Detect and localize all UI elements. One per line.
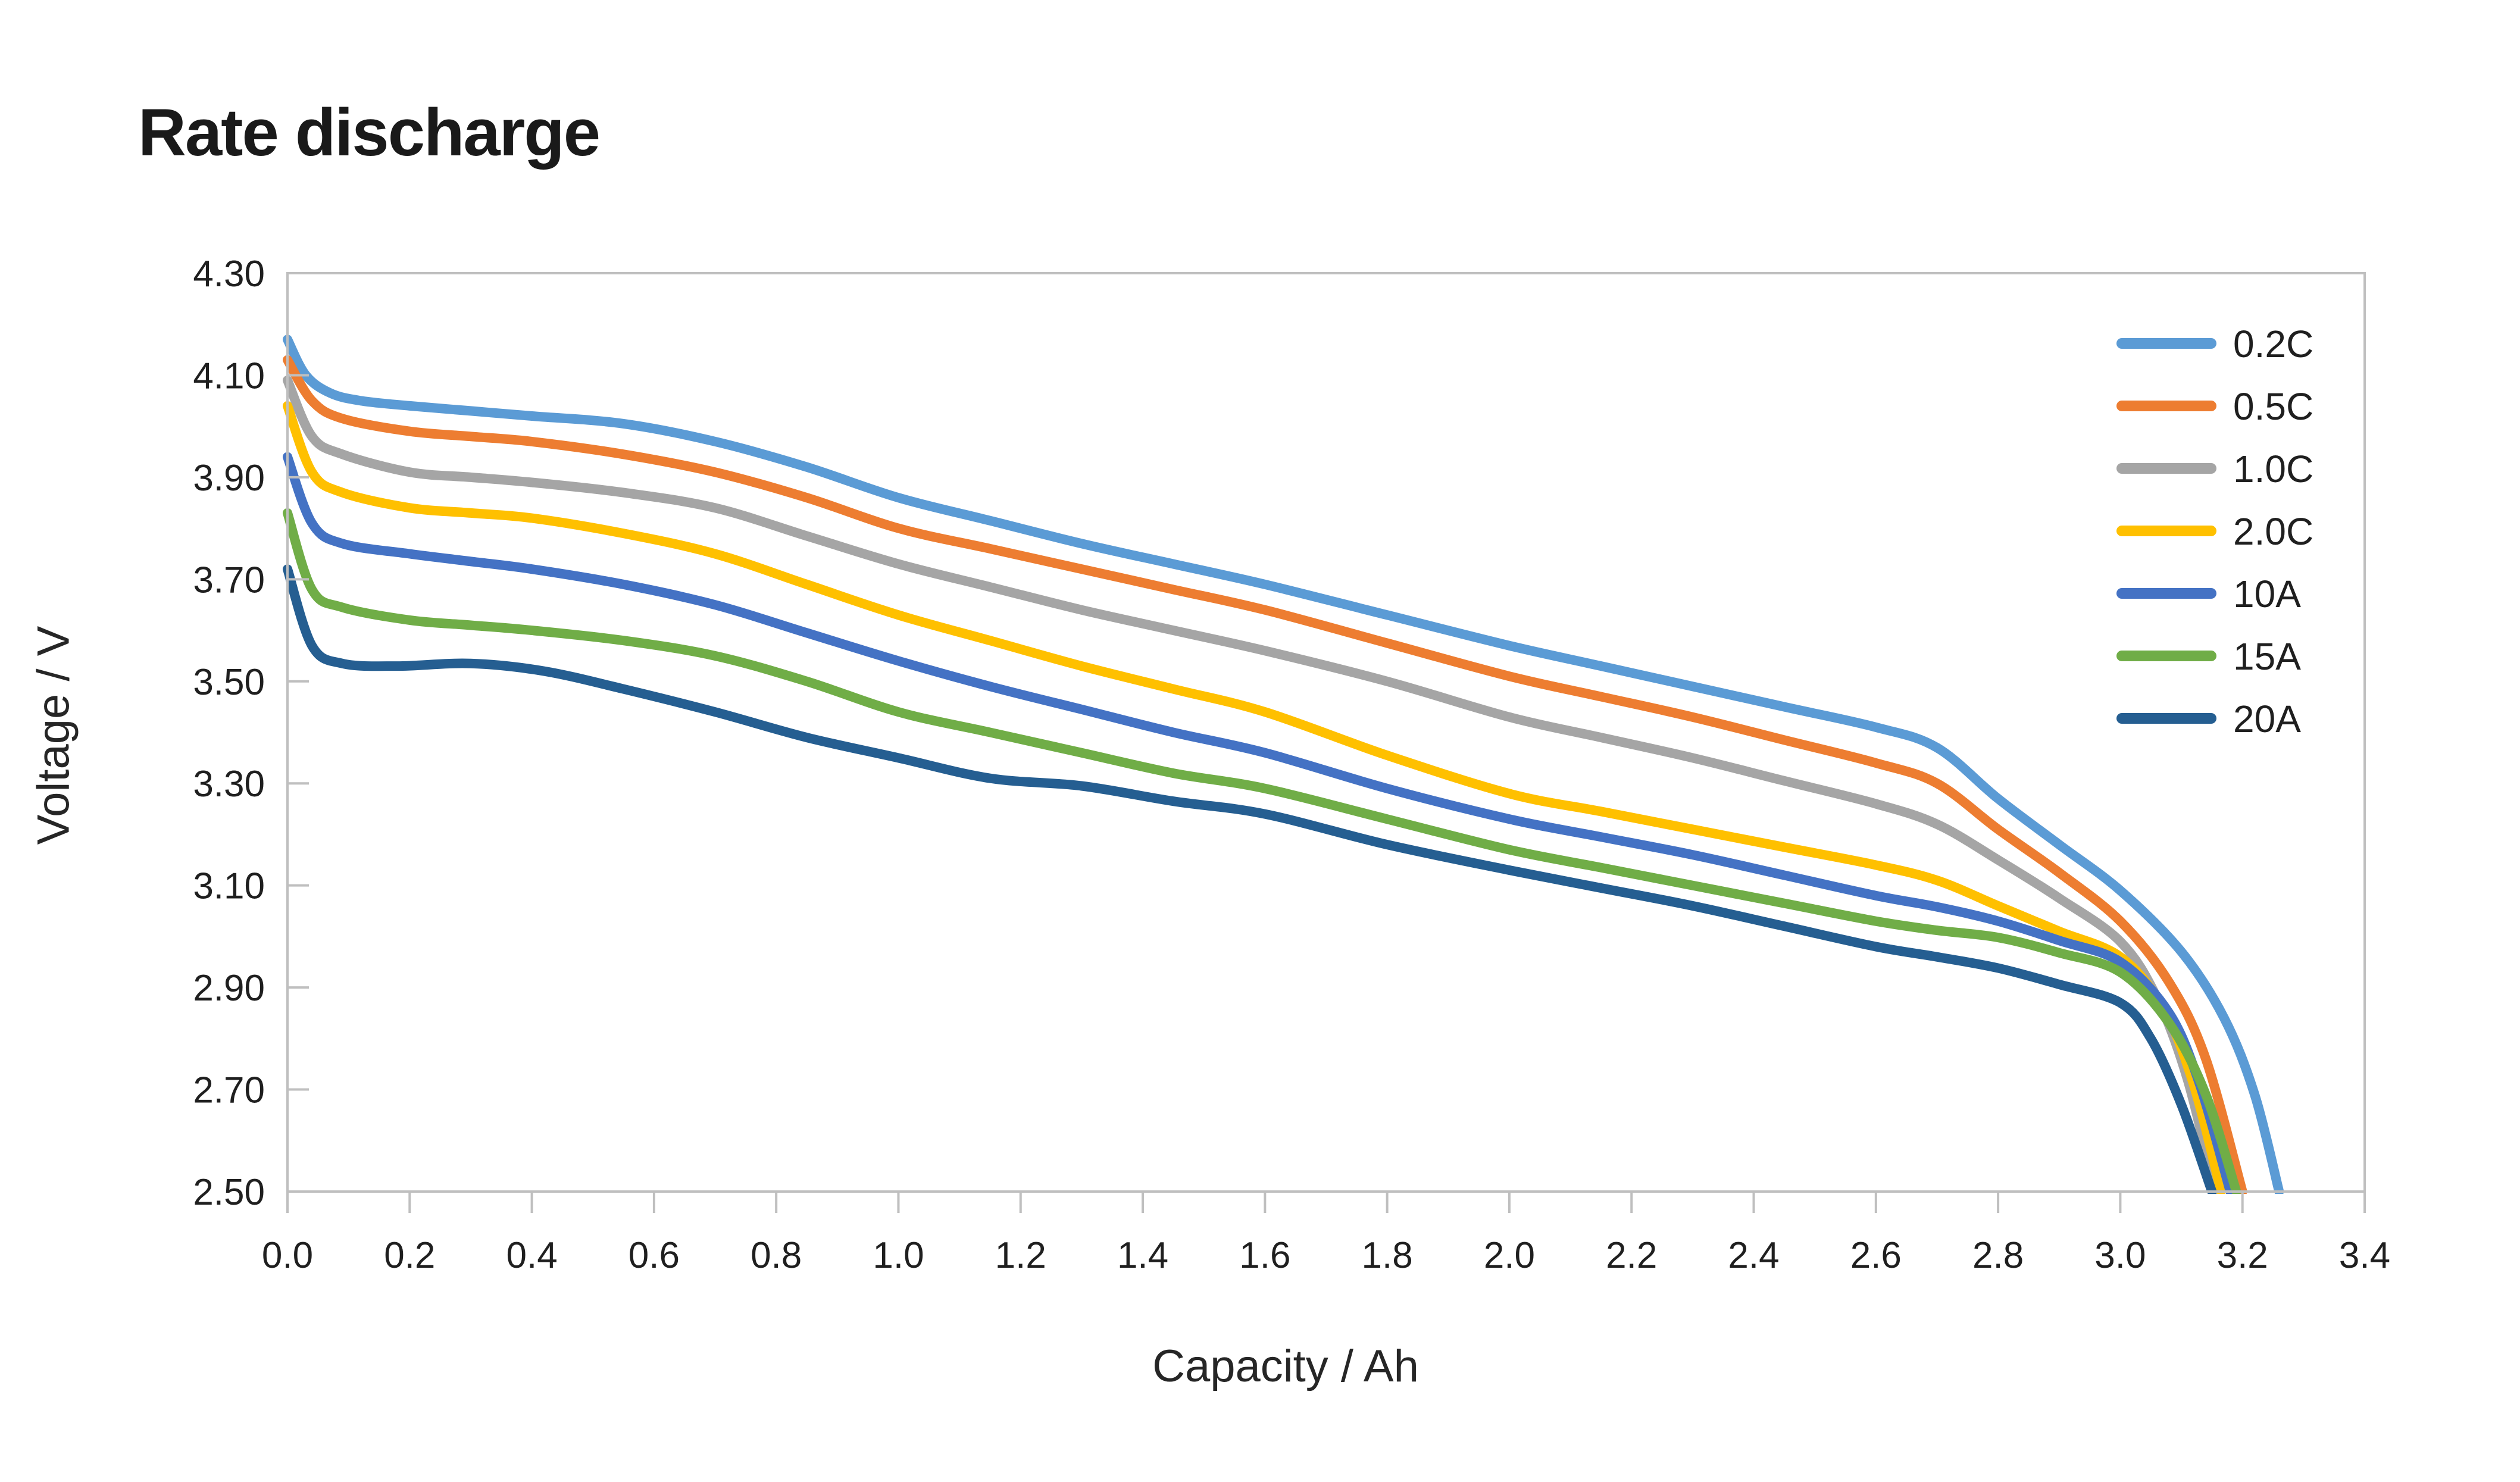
legend-item-0.5C: 0.5C	[2116, 385, 2313, 428]
y-tick-label: 3.10	[193, 866, 265, 907]
legend-label-20A: 20A	[2233, 698, 2301, 740]
legend-label-1.0C: 1.0C	[2233, 448, 2313, 490]
y-tick-label: 4.10	[193, 355, 265, 396]
x-axis-title: Capacity / Ah	[1152, 1341, 1419, 1392]
x-tick-label: 1.4	[1117, 1235, 1168, 1276]
series-line-10A	[283, 452, 2236, 1194]
x-tick-label: 1.8	[1362, 1235, 1413, 1276]
legend-item-1.0C: 1.0C	[2116, 448, 2313, 490]
legend-item-2.0C: 2.0C	[2116, 510, 2313, 553]
x-tick-label: 2.2	[1606, 1235, 1657, 1276]
x-tick-label: 0.2	[384, 1235, 435, 1276]
legend-label-0.5C: 0.5C	[2233, 385, 2313, 428]
x-tick-label: 2.0	[1484, 1235, 1535, 1276]
y-tick-label: 2.50	[193, 1172, 265, 1213]
x-tick-label: 2.4	[1728, 1235, 1779, 1276]
y-tick-label: 3.90	[193, 458, 265, 499]
y-tick-label: 3.30	[193, 764, 265, 805]
legend-item-10A: 10A	[2116, 573, 2301, 615]
x-tick-label: 3.0	[2094, 1235, 2146, 1276]
series-line-2.0C	[283, 401, 2226, 1194]
x-tick-label: 1.6	[1239, 1235, 1290, 1276]
legend-label-10A: 10A	[2233, 573, 2301, 615]
y-tick-label: 4.30	[193, 254, 265, 295]
legend-label-0.2C: 0.2C	[2233, 323, 2313, 365]
x-tick-label: 0.6	[629, 1235, 680, 1276]
plot-border	[286, 272, 2366, 1193]
x-tick-label: 3.4	[2339, 1235, 2390, 1276]
legend-item-0.2C: 0.2C	[2116, 323, 2313, 365]
series-group	[283, 334, 2284, 1194]
x-tick-label: 1.0	[873, 1235, 924, 1276]
series-line-15A	[283, 508, 2241, 1194]
legend-label-2.0C: 2.0C	[2233, 510, 2313, 553]
x-tick-label: 2.6	[1850, 1235, 1902, 1276]
x-tick-label: 2.8	[1972, 1235, 2024, 1276]
x-tick-label: 1.2	[995, 1235, 1046, 1276]
y-tick-label: 2.70	[193, 1070, 265, 1111]
y-tick-label: 3.70	[193, 559, 265, 601]
legend-label-15A: 15A	[2233, 635, 2301, 678]
y-tick-label: 2.90	[193, 968, 265, 1009]
series-line-20A	[283, 564, 2217, 1194]
legend-item-15A: 15A	[2116, 635, 2301, 678]
y-tick-label: 3.50	[193, 662, 265, 703]
series-line-0.2C	[283, 334, 2284, 1194]
series-line-1.0C	[283, 376, 2220, 1194]
series-line-0.5C	[283, 355, 2247, 1194]
chart-title: Rate discharge	[138, 95, 601, 170]
x-tick-label: 0.8	[751, 1235, 802, 1276]
legend-item-20A: 20A	[2116, 698, 2301, 740]
x-tick-label: 3.2	[2217, 1235, 2268, 1276]
x-tick-label: 0.4	[506, 1235, 557, 1276]
x-tick-label: 0.0	[262, 1235, 313, 1276]
